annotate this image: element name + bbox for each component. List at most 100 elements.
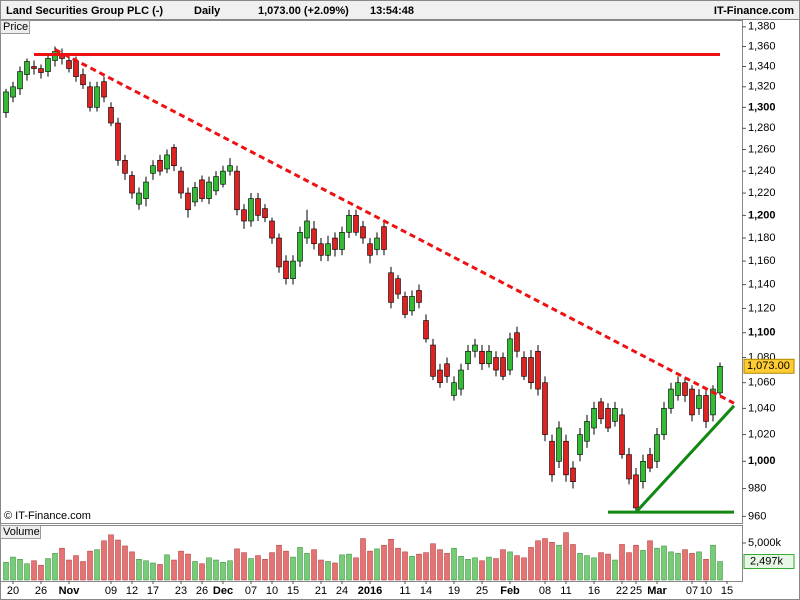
x-tick-label: Nov <box>59 585 81 597</box>
volume-bar <box>535 540 541 581</box>
candle-body <box>10 86 16 98</box>
volume-bar <box>430 543 436 581</box>
candle-body <box>458 369 464 390</box>
y-tick-label: 1,160 <box>748 255 776 267</box>
brand: IT-Finance.com <box>714 5 794 17</box>
x-tick-label: 22 <box>616 585 628 597</box>
last-volume-tag <box>743 554 795 570</box>
volume-bar <box>619 544 625 581</box>
volume-bar <box>710 544 716 581</box>
price-label-box <box>0 20 30 34</box>
candle-body <box>101 81 107 98</box>
x-tick-label: 20 <box>7 585 19 597</box>
volume-panel <box>0 525 743 582</box>
candle-body <box>563 440 569 476</box>
x-tick-label: 11 <box>560 585 571 597</box>
volume-bar <box>185 553 191 581</box>
volume-bar <box>577 553 583 581</box>
y-tick-label: 1,200 <box>748 209 776 221</box>
candle-body <box>437 369 443 383</box>
y-tick-label: 1,320 <box>748 81 776 93</box>
candle-body <box>374 237 380 250</box>
candle-body <box>682 382 688 396</box>
candle-body <box>38 68 44 73</box>
volume-bar <box>199 563 205 581</box>
candle-body <box>367 243 373 256</box>
volume-bar <box>528 547 534 581</box>
candle-body <box>535 350 541 390</box>
volume-bar <box>360 538 366 581</box>
candle-body <box>451 382 457 396</box>
candle-body <box>612 408 618 422</box>
candle-body <box>31 66 37 69</box>
volume-bar <box>409 556 415 581</box>
volume-bar <box>241 552 247 581</box>
candle-body <box>80 74 86 86</box>
candle-body <box>311 228 317 245</box>
candle-body <box>283 260 289 279</box>
volume-bar <box>122 545 128 581</box>
candle-body <box>318 243 324 256</box>
y-tick-label: 1,240 <box>748 165 776 177</box>
candle-body <box>346 215 352 233</box>
candle-body <box>556 427 562 462</box>
last-price-label: 1,073.00 <box>747 360 790 372</box>
candle-body <box>444 363 450 377</box>
x-tick-label: 24 <box>336 585 348 597</box>
volume-bar <box>542 538 548 581</box>
volume-bar <box>549 541 555 581</box>
x-tick-label: Mar <box>647 585 667 597</box>
x-tick-label: 09 <box>105 585 117 597</box>
watermark: © IT-Finance.com <box>4 510 91 522</box>
volume-bar <box>654 547 660 581</box>
volume-bar <box>661 545 667 581</box>
candle-body <box>514 332 520 352</box>
volume-bar <box>45 558 51 581</box>
volume-bar <box>31 560 37 581</box>
candle-body <box>108 107 114 124</box>
candle-body <box>696 395 702 409</box>
y-tick-label: 1,060 <box>748 377 776 389</box>
candle-body <box>73 61 79 77</box>
volume-bar <box>262 559 268 581</box>
volume-bar <box>444 553 450 581</box>
x-tick-label: Feb <box>500 585 520 597</box>
candle-body <box>640 461 646 482</box>
candle-body <box>115 122 121 161</box>
y2-tick-label: 5,000k <box>748 537 782 549</box>
volume-bar <box>605 553 611 581</box>
volume-bar <box>514 555 520 581</box>
x-tick-label: 2016 <box>358 585 382 597</box>
volume-bar <box>612 559 618 581</box>
candle-body <box>654 434 660 462</box>
volume-bar <box>388 539 394 581</box>
candle-body <box>542 382 548 435</box>
y-tick-label: 1,380 <box>748 21 776 33</box>
volume-bar <box>381 544 387 581</box>
volume-bar <box>157 564 163 581</box>
candle-body <box>255 198 261 216</box>
y-tick-label: 1,120 <box>748 302 776 314</box>
candle-body <box>199 179 205 199</box>
volume-bar <box>24 563 30 581</box>
y-tick-label: 1,040 <box>748 402 776 414</box>
candle-body <box>192 187 198 203</box>
candle-body <box>276 237 282 268</box>
candle-body <box>290 260 296 279</box>
volume-bar <box>682 549 688 581</box>
candle-body <box>129 175 135 194</box>
candle-body <box>136 192 142 205</box>
candle-body <box>262 208 268 218</box>
y-tick-label: 1,140 <box>748 278 776 290</box>
volume-bar <box>283 550 289 581</box>
volume-bar <box>668 551 674 581</box>
x-tick-label: 25 <box>630 585 642 597</box>
volume-bar <box>108 534 114 581</box>
candle-body <box>521 357 527 377</box>
candle-body <box>486 350 492 365</box>
volume-bar <box>479 560 485 581</box>
y-tick-label: 1,280 <box>748 122 776 134</box>
candle-body <box>647 454 653 469</box>
